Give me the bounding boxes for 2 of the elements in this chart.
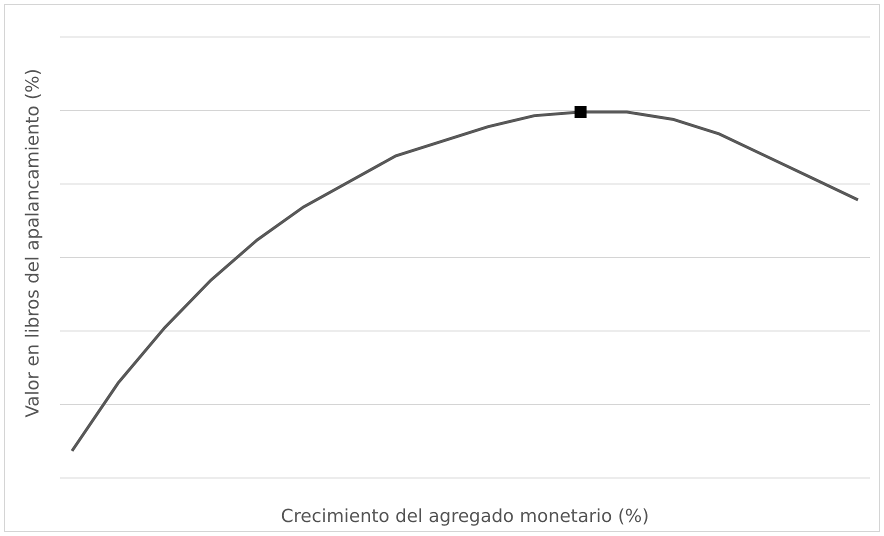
y-axis-title: Valor en libros del apalancamiento (%)	[22, 68, 44, 418]
x-axis-title: Crecimiento del agregado monetario (%)	[280, 506, 650, 527]
